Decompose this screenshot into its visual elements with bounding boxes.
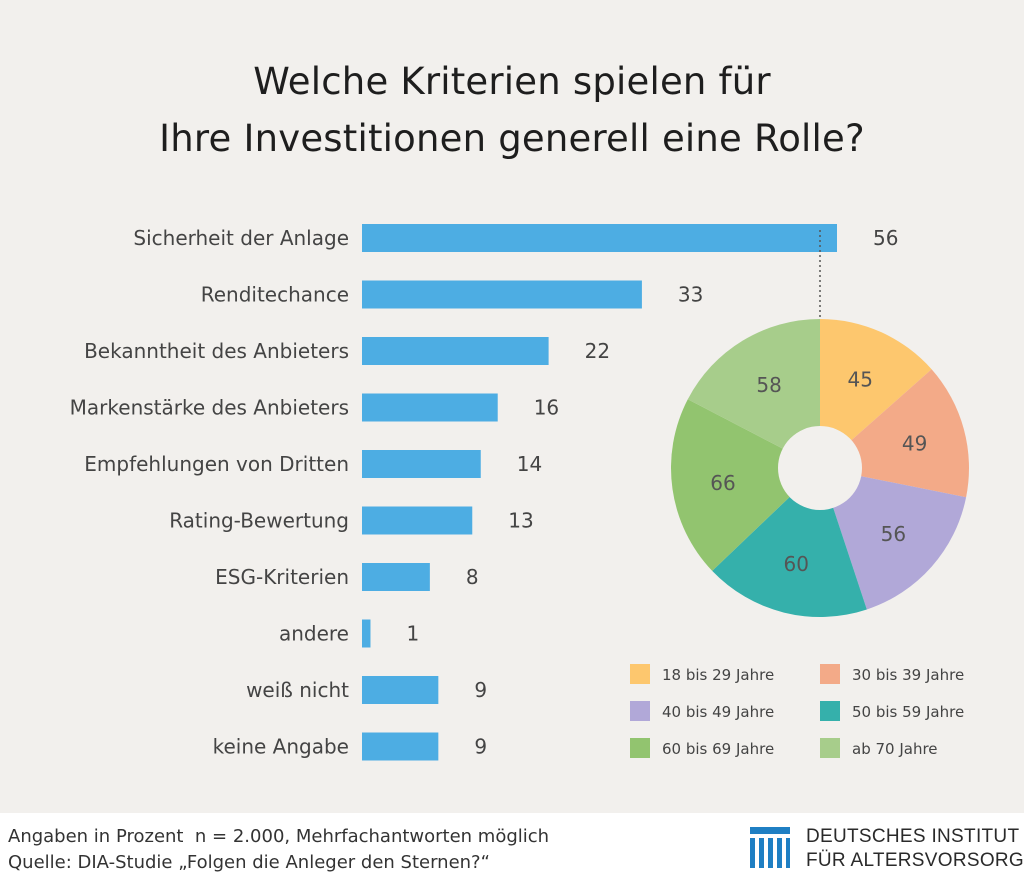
legend-label: 40 bis 49 Jahre (662, 703, 774, 721)
bar (362, 563, 430, 591)
legend-swatch (630, 664, 650, 684)
bar-category-label: keine Angabe (213, 735, 349, 759)
chart-panel: Welche Kriterien spielen für Ihre Invest… (69, 60, 969, 761)
chart-canvas: Sicherheit der Anlage 56 Renditechance 33 Be… (70, 224, 969, 761)
pie-value-label: 58 (756, 373, 781, 397)
pie-value-label: 56 (881, 522, 906, 546)
bar-category-label: Renditechance (201, 283, 349, 307)
bar (362, 506, 473, 535)
bar-category-label: weiß nicht (246, 678, 349, 702)
bar-value-label: 33 (678, 283, 703, 307)
pie-slice (820, 319, 932, 468)
bar-value-label: 1 (406, 622, 419, 646)
bar-category-label: Rating-Bewertung (169, 509, 349, 533)
legend-label: 50 bis 59 Jahre (852, 703, 964, 721)
legend: 18 bis 29 Jahre 30 bis 39 Jahre 40 bis 49 … (630, 664, 964, 758)
footnote-source: Quelle: DIA-Studie „Folgen die Anleger d… (8, 852, 490, 873)
footer (0, 813, 1024, 882)
bar-value-label: 9 (474, 678, 487, 702)
bar (362, 393, 498, 422)
bar (362, 619, 371, 648)
bar-category-label: Sicherheit der Anlage (133, 226, 349, 250)
pie-value-label: 45 (848, 368, 873, 392)
legend-label: 30 bis 39 Jahre (852, 666, 964, 684)
bar-value-label: 16 (534, 396, 559, 420)
pie-slice (671, 399, 820, 571)
dia-logo: DEUTSCHES INSTITUT FÜR ALTERSVORSORGE (748, 824, 1024, 874)
footnote-sample-info: Angaben in Prozent n = 2.000, Mehrfachan… (8, 826, 550, 847)
bar-value-label: 8 (466, 565, 479, 589)
donut-chart: 45 49 56 60 66 58 (671, 319, 969, 617)
bar-category-label: Empfehlungen von Dritten (84, 452, 349, 476)
legend-swatch (820, 664, 840, 684)
legend-swatch (630, 738, 650, 758)
bar (362, 732, 439, 761)
bar-value-label: 14 (517, 452, 542, 476)
pie-slice (687, 319, 820, 468)
dia-logo-icon (750, 827, 790, 868)
bar-category-label: ESG-Kriterien (215, 565, 349, 589)
bar-category-label: Bekanntheit des Anbieters (84, 339, 349, 363)
bar-value-label: 9 (474, 735, 487, 759)
chart-title-line-2: Ihre Investitionen generell eine Rolle? (159, 117, 865, 160)
logo-text-line-1: DEUTSCHES INSTITUT (806, 826, 1020, 847)
legend-swatch (630, 701, 650, 721)
donut-hole (778, 426, 862, 510)
bar-category-label: andere (279, 622, 349, 646)
pie-value-label: 49 (902, 431, 927, 455)
pie-value-label: 66 (710, 471, 735, 495)
bar-value-label: 13 (508, 509, 533, 533)
chart-title-line-1: Welche Kriterien spielen für (253, 60, 771, 103)
bar-value-label: 22 (585, 339, 610, 363)
legend-swatch (820, 738, 840, 758)
logo-text-line-2: FÜR ALTERSVORSORGE (806, 850, 1024, 871)
bar (362, 676, 439, 704)
bar (362, 224, 837, 252)
bar-chart: Sicherheit der Anlage 56 Renditechance 33 Be… (70, 224, 898, 761)
bar-value-label: 56 (873, 226, 898, 250)
legend-label: ab 70 Jahre (852, 740, 938, 758)
legend-label: 18 bis 29 Jahre (662, 666, 774, 684)
bar (362, 280, 642, 309)
legend-label: 60 bis 69 Jahre (662, 740, 774, 758)
pie-slice (820, 468, 967, 610)
bar-category-label: Markenstärke des Anbieters (70, 396, 349, 420)
pie-value-label: 60 (784, 552, 809, 576)
bar (362, 337, 549, 365)
legend-swatch (820, 701, 840, 721)
bar (362, 450, 481, 478)
